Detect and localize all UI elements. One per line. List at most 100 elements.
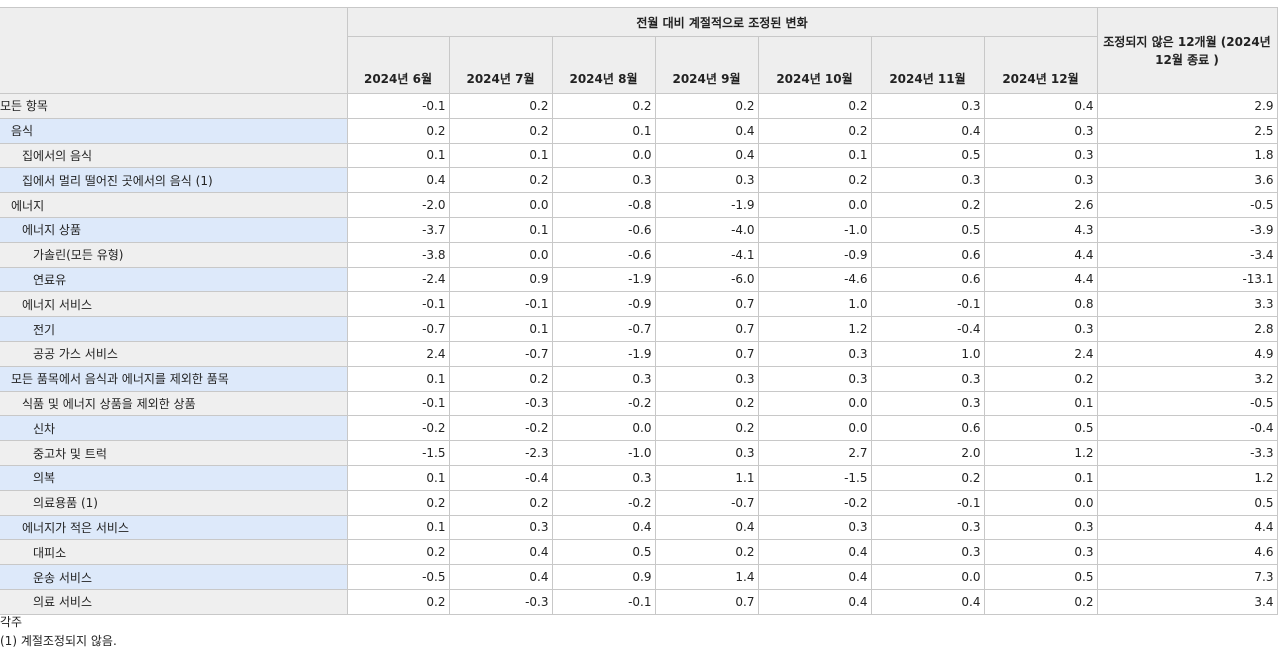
table-row: 중고차 및 트럭 -1.5 -2.3 -1.0 0.3 2.7 2.0 1.2 -3.3 [0, 440, 1278, 466]
cell-value: 0.5 [983, 415, 1098, 442]
table-row: 의료용품 (1) 0.2 0.2 -0.2 -0.7 -0.2 -0.1 0.0 0.5 [0, 489, 1278, 516]
cell-value: 0.1 [757, 142, 872, 169]
cell-value: -0.4 [448, 464, 553, 491]
cell-value: -0.7 [551, 316, 656, 342]
column-header: 2024년 11월 [870, 36, 985, 94]
cell-value: 0.4 [757, 588, 872, 615]
cell-value: -0.2 [551, 390, 656, 417]
cell-value: 0.0 [983, 489, 1098, 516]
cell-value: -0.7 [654, 489, 759, 516]
cell-value: 0.3 [551, 365, 656, 392]
cell-value: -0.8 [551, 192, 656, 218]
cell-value: 0.2 [551, 93, 656, 119]
row-label: 연료유 [0, 266, 348, 293]
cell-value: 0.3 [870, 390, 985, 417]
cell-value: 0.3 [757, 365, 872, 392]
row-label: 음식 [0, 117, 348, 144]
cell-value: -0.1 [551, 588, 656, 615]
cell-value: 4.6 [1096, 539, 1278, 566]
cell-value: 4.3 [983, 216, 1098, 243]
cell-value: 0.2 [654, 415, 759, 442]
cell-value: 3.6 [1096, 167, 1278, 194]
cell-value: 0.9 [448, 266, 553, 293]
row-label: 에너지 서비스 [0, 291, 348, 318]
cell-value: 0.0 [551, 142, 656, 169]
cell-value: 0.3 [870, 167, 985, 194]
column-header: 2024년 10월 [757, 36, 872, 94]
cell-value: -0.6 [551, 216, 656, 243]
cell-value: -0.4 [870, 316, 985, 342]
cell-value: 0.3 [757, 340, 872, 367]
cell-value: -0.2 [346, 415, 450, 442]
cell-value: 0.2 [346, 588, 450, 615]
table-row: 운송 서비스 -0.5 0.4 0.9 1.4 0.4 0.0 0.5 7.3 [0, 564, 1278, 590]
cell-value: 0.3 [551, 167, 656, 194]
row-label: 에너지가 적은 서비스 [0, 514, 348, 541]
cell-value: 2.9 [1096, 93, 1278, 119]
table-row: 에너지 서비스 -0.1 -0.1 -0.9 0.7 1.0 -0.1 0.8 3.3 [0, 291, 1278, 318]
cell-value: -1.0 [757, 216, 872, 243]
table-row: 전기 -0.7 0.1 -0.7 0.7 1.2 -0.4 0.3 2.8 [0, 316, 1278, 342]
cell-value: 0.1 [448, 316, 553, 342]
cell-value: -0.1 [346, 93, 450, 119]
table-row: 의료 서비스 0.2 -0.3 -0.1 0.7 0.4 0.4 0.2 3.4 [0, 588, 1278, 615]
cell-value: -3.7 [346, 216, 450, 243]
cell-value: 0.2 [448, 167, 553, 194]
row-label: 집에서 멀리 떨어진 곳에서의 음식 (1) [0, 167, 348, 194]
cell-value: 0.2 [757, 93, 872, 119]
cell-value: 2.0 [870, 440, 985, 466]
cell-value: 0.3 [983, 142, 1098, 169]
cell-value: 0.0 [448, 192, 553, 218]
data-table: 전월 대비 계절적으로 조정된 변화 조정되지 않은 12개월 (2024년 12… [0, 7, 1278, 615]
table-row: 신차 -0.2 -0.2 0.0 0.2 0.0 0.6 0.5 -0.4 [0, 415, 1278, 442]
cell-value: 0.0 [757, 390, 872, 417]
cell-value: -1.9 [551, 340, 656, 367]
cell-value: 0.1 [983, 464, 1098, 491]
cell-value: -0.5 [1096, 390, 1278, 417]
cell-value: 0.2 [448, 117, 553, 144]
table-row: 공공 가스 서비스 2.4 -0.7 -1.9 0.7 0.3 1.0 2.4 4.9 [0, 340, 1278, 367]
cell-value: 1.0 [757, 291, 872, 318]
cell-value: 0.2 [346, 117, 450, 144]
cell-value: 0.3 [983, 539, 1098, 566]
table-row: 에너지가 적은 서비스 0.1 0.3 0.4 0.4 0.3 0.3 0.3 4.4 [0, 514, 1278, 541]
cell-value: 4.4 [983, 241, 1098, 268]
cell-value: 0.3 [551, 464, 656, 491]
column-header: 2024년 7월 [448, 36, 553, 94]
cell-value: -0.1 [448, 291, 553, 318]
column-header: 2024년 6월 [346, 36, 450, 94]
column-header: 2024년 12월 [983, 36, 1098, 94]
cell-value: 0.2 [448, 365, 553, 392]
table-row: 의복 0.1 -0.4 0.3 1.1 -1.5 0.2 0.1 1.2 [0, 464, 1278, 491]
cell-value: 3.3 [1096, 291, 1278, 318]
row-label: 전기 [0, 316, 348, 342]
cell-value: -0.5 [1096, 192, 1278, 218]
cell-value: 0.4 [346, 167, 450, 194]
cell-value: 0.1 [448, 216, 553, 243]
cell-value: 0.1 [983, 390, 1098, 417]
cell-value: 1.8 [1096, 142, 1278, 169]
footnotes: 각주 (1) 계절조정되지 않음. [0, 613, 117, 651]
cell-value: 0.1 [448, 142, 553, 169]
table-row: 에너지 상품 -3.7 0.1 -0.6 -4.0 -1.0 0.5 4.3 -3.9 [0, 216, 1278, 243]
cell-value: -0.9 [757, 241, 872, 268]
row-label: 모든 품목에서 음식과 에너지를 제외한 품목 [0, 365, 348, 392]
cell-value: 0.2 [983, 365, 1098, 392]
cell-value: -0.6 [551, 241, 656, 268]
row-label: 식품 및 에너지 상품을 제외한 상품 [0, 390, 348, 417]
cell-value: -3.4 [1096, 241, 1278, 268]
cell-value: 0.6 [870, 415, 985, 442]
table-row: 모든 품목에서 음식과 에너지를 제외한 품목 0.1 0.2 0.3 0.3 0.3 0.… [0, 365, 1278, 392]
cell-value: -0.1 [870, 489, 985, 516]
cell-value: 4.4 [1096, 514, 1278, 541]
cell-value: -0.5 [346, 564, 450, 590]
cell-value: -0.7 [346, 316, 450, 342]
cell-value: 0.3 [870, 365, 985, 392]
row-label: 운송 서비스 [0, 564, 348, 590]
cell-value: 2.6 [983, 192, 1098, 218]
cell-value: 0.5 [551, 539, 656, 566]
column-header: 2024년 8월 [551, 36, 656, 94]
cell-value: 0.3 [983, 117, 1098, 144]
cell-value: 0.0 [870, 564, 985, 590]
